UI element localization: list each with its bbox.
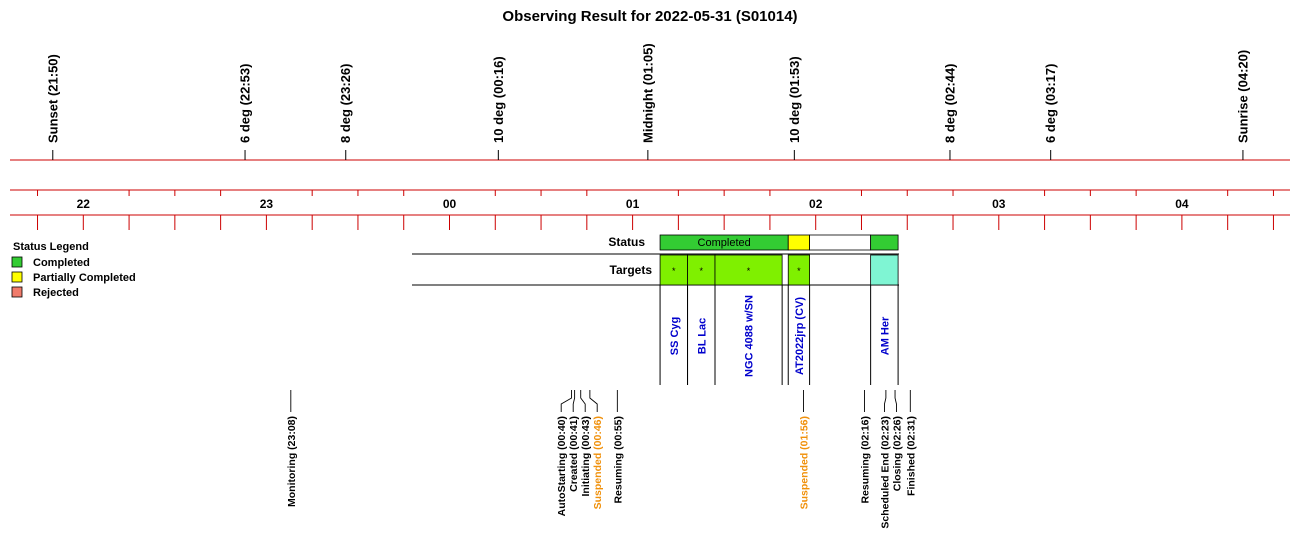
event-label: Initiating (00:43) [580,416,592,497]
hour-label: 02 [809,197,823,211]
hour-label: 04 [1175,197,1189,211]
status-segment [870,234,899,251]
legend-label-completed: Completed [33,257,90,269]
status-segment [809,234,872,251]
sun-event-label: 8 deg (23:26) [338,64,353,143]
target-segment [659,254,688,286]
event-label: AutoStarting (00:40) [556,416,568,516]
event-label: Resuming (02:16) [860,416,872,504]
event-label: Suspended (01:56) [798,416,810,509]
sun-event-label: 6 deg (22:53) [238,64,253,143]
sun-event-label: 6 deg (03:17) [1043,64,1058,143]
diagram-title: Observing Result for 2022-05-31 (S01014) [502,8,797,25]
event-label: Created (00:41) [568,416,580,492]
target-mark: * [797,266,801,276]
target-segment [787,254,810,286]
target-mark: * [747,266,751,276]
target-name: AT2022jrp (CV) [794,297,806,375]
sun-event-markers: Sunset (21:50) 6 deg (22:53) 8 deg (23:26)… [45,43,1250,160]
time-axes [10,159,1290,216]
hour-label: 03 [992,197,1006,211]
legend-swatch-completed [11,256,23,268]
legend-swatch-partially-completed [11,271,23,283]
hour-label: 22 [77,197,91,211]
event-label: Suspended (00:46) [592,416,604,509]
sun-event-label: 10 deg (01:53) [787,56,802,143]
hour-label: 01 [626,197,640,211]
legend-label-rejected: Rejected [33,287,79,299]
event-label: Monitoring (23:08) [286,416,298,507]
event-label: Resuming (00:55) [612,416,624,504]
status-segments: Completed [659,234,899,251]
event-label: Finished (02:31) [905,416,917,496]
sun-event-label: Sunrise (04:20) [1235,50,1250,143]
sun-event-label: 8 deg (02:44) [942,64,957,143]
legend-swatch-rejected [11,286,23,298]
hour-label: 00 [443,197,457,211]
target-segments: * SS Cyg * BL Lac * NGC 4088 w/SN * AT2022jrp (… [659,254,899,385]
event-label: Scheduled End (02:23) [879,416,891,529]
status-segment [787,234,810,251]
event-leader-line [589,390,598,412]
target-name: BL Lac [696,318,708,354]
legend-title: Status Legend [13,241,89,253]
event-markers: Monitoring (23:08) AutoStarting (00:40) Cr… [286,390,917,529]
status-and-targets-rows: Status Targets [412,235,899,286]
legend-label-partially-completed: Partially Completed [33,272,136,284]
target-mark: * [700,266,704,276]
status-legend: Status Legend Completed Partially Comple… [11,241,136,299]
target-name: AM Her [879,316,891,355]
target-mark: * [672,266,676,276]
target-segment [714,254,783,286]
target-name: SS Cyg [669,317,681,356]
hour-label: 23 [260,197,274,211]
sun-event-label: Midnight (01:05) [640,43,655,143]
hour-tick-labels: 22 23 00 01 02 03 04 [37,190,1274,230]
event-leader-line [884,390,887,412]
sun-event-label: Sunset (21:50) [45,54,60,143]
status-row-label: Status [608,235,645,249]
target-name: NGC 4088 w/SN [744,295,756,377]
target-segment [870,254,899,286]
event-leader-line [580,390,586,412]
event-label: Closing (02:26) [891,416,903,491]
targets-row-label: Targets [610,263,653,277]
status-segment-label: Completed [698,237,751,249]
event-leader-line [894,390,897,412]
sun-event-label: 10 deg (00:16) [491,56,506,143]
event-leader-line [560,390,573,412]
event-leader-line [572,390,576,412]
